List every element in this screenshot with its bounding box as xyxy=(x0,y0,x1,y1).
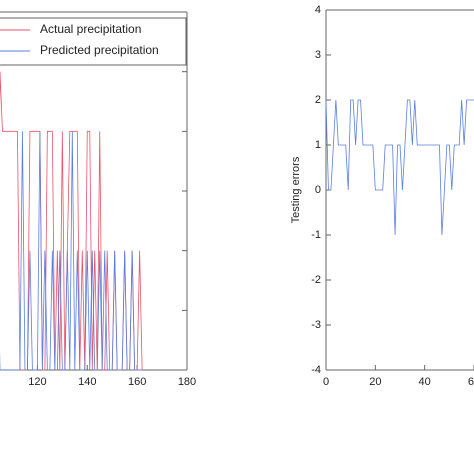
data-line xyxy=(0,131,143,371)
y-tick-label: 2 xyxy=(315,94,321,106)
x-tick-label: 40 xyxy=(419,376,431,388)
y-tick-label: 0 xyxy=(315,184,321,196)
y-tick-label: 3 xyxy=(315,49,321,61)
x-tick-label: 0 xyxy=(323,376,329,388)
y-tick-label: 4 xyxy=(315,4,321,16)
data-line xyxy=(325,99,474,236)
y-tick-label: -1 xyxy=(311,229,321,241)
y-axis-label: Testing errors xyxy=(290,156,302,223)
x-tick-label: 120 xyxy=(28,376,46,388)
legend-label: Actual precipitation xyxy=(40,22,141,36)
y-tick-label: -4 xyxy=(311,364,321,376)
x-tick-label: 180 xyxy=(178,376,196,388)
x-tick-label: 60 xyxy=(468,376,474,388)
x-tick-label: 20 xyxy=(369,376,381,388)
y-tick-label: -2 xyxy=(311,274,321,286)
y-tick-label: -3 xyxy=(311,319,321,331)
x-tick-label: 160 xyxy=(128,376,146,388)
y-tick-label: 1 xyxy=(315,139,321,151)
legend-box xyxy=(0,17,187,66)
x-tick-label: 140 xyxy=(78,376,96,388)
legend-label: Predicted precipitation xyxy=(40,43,159,57)
